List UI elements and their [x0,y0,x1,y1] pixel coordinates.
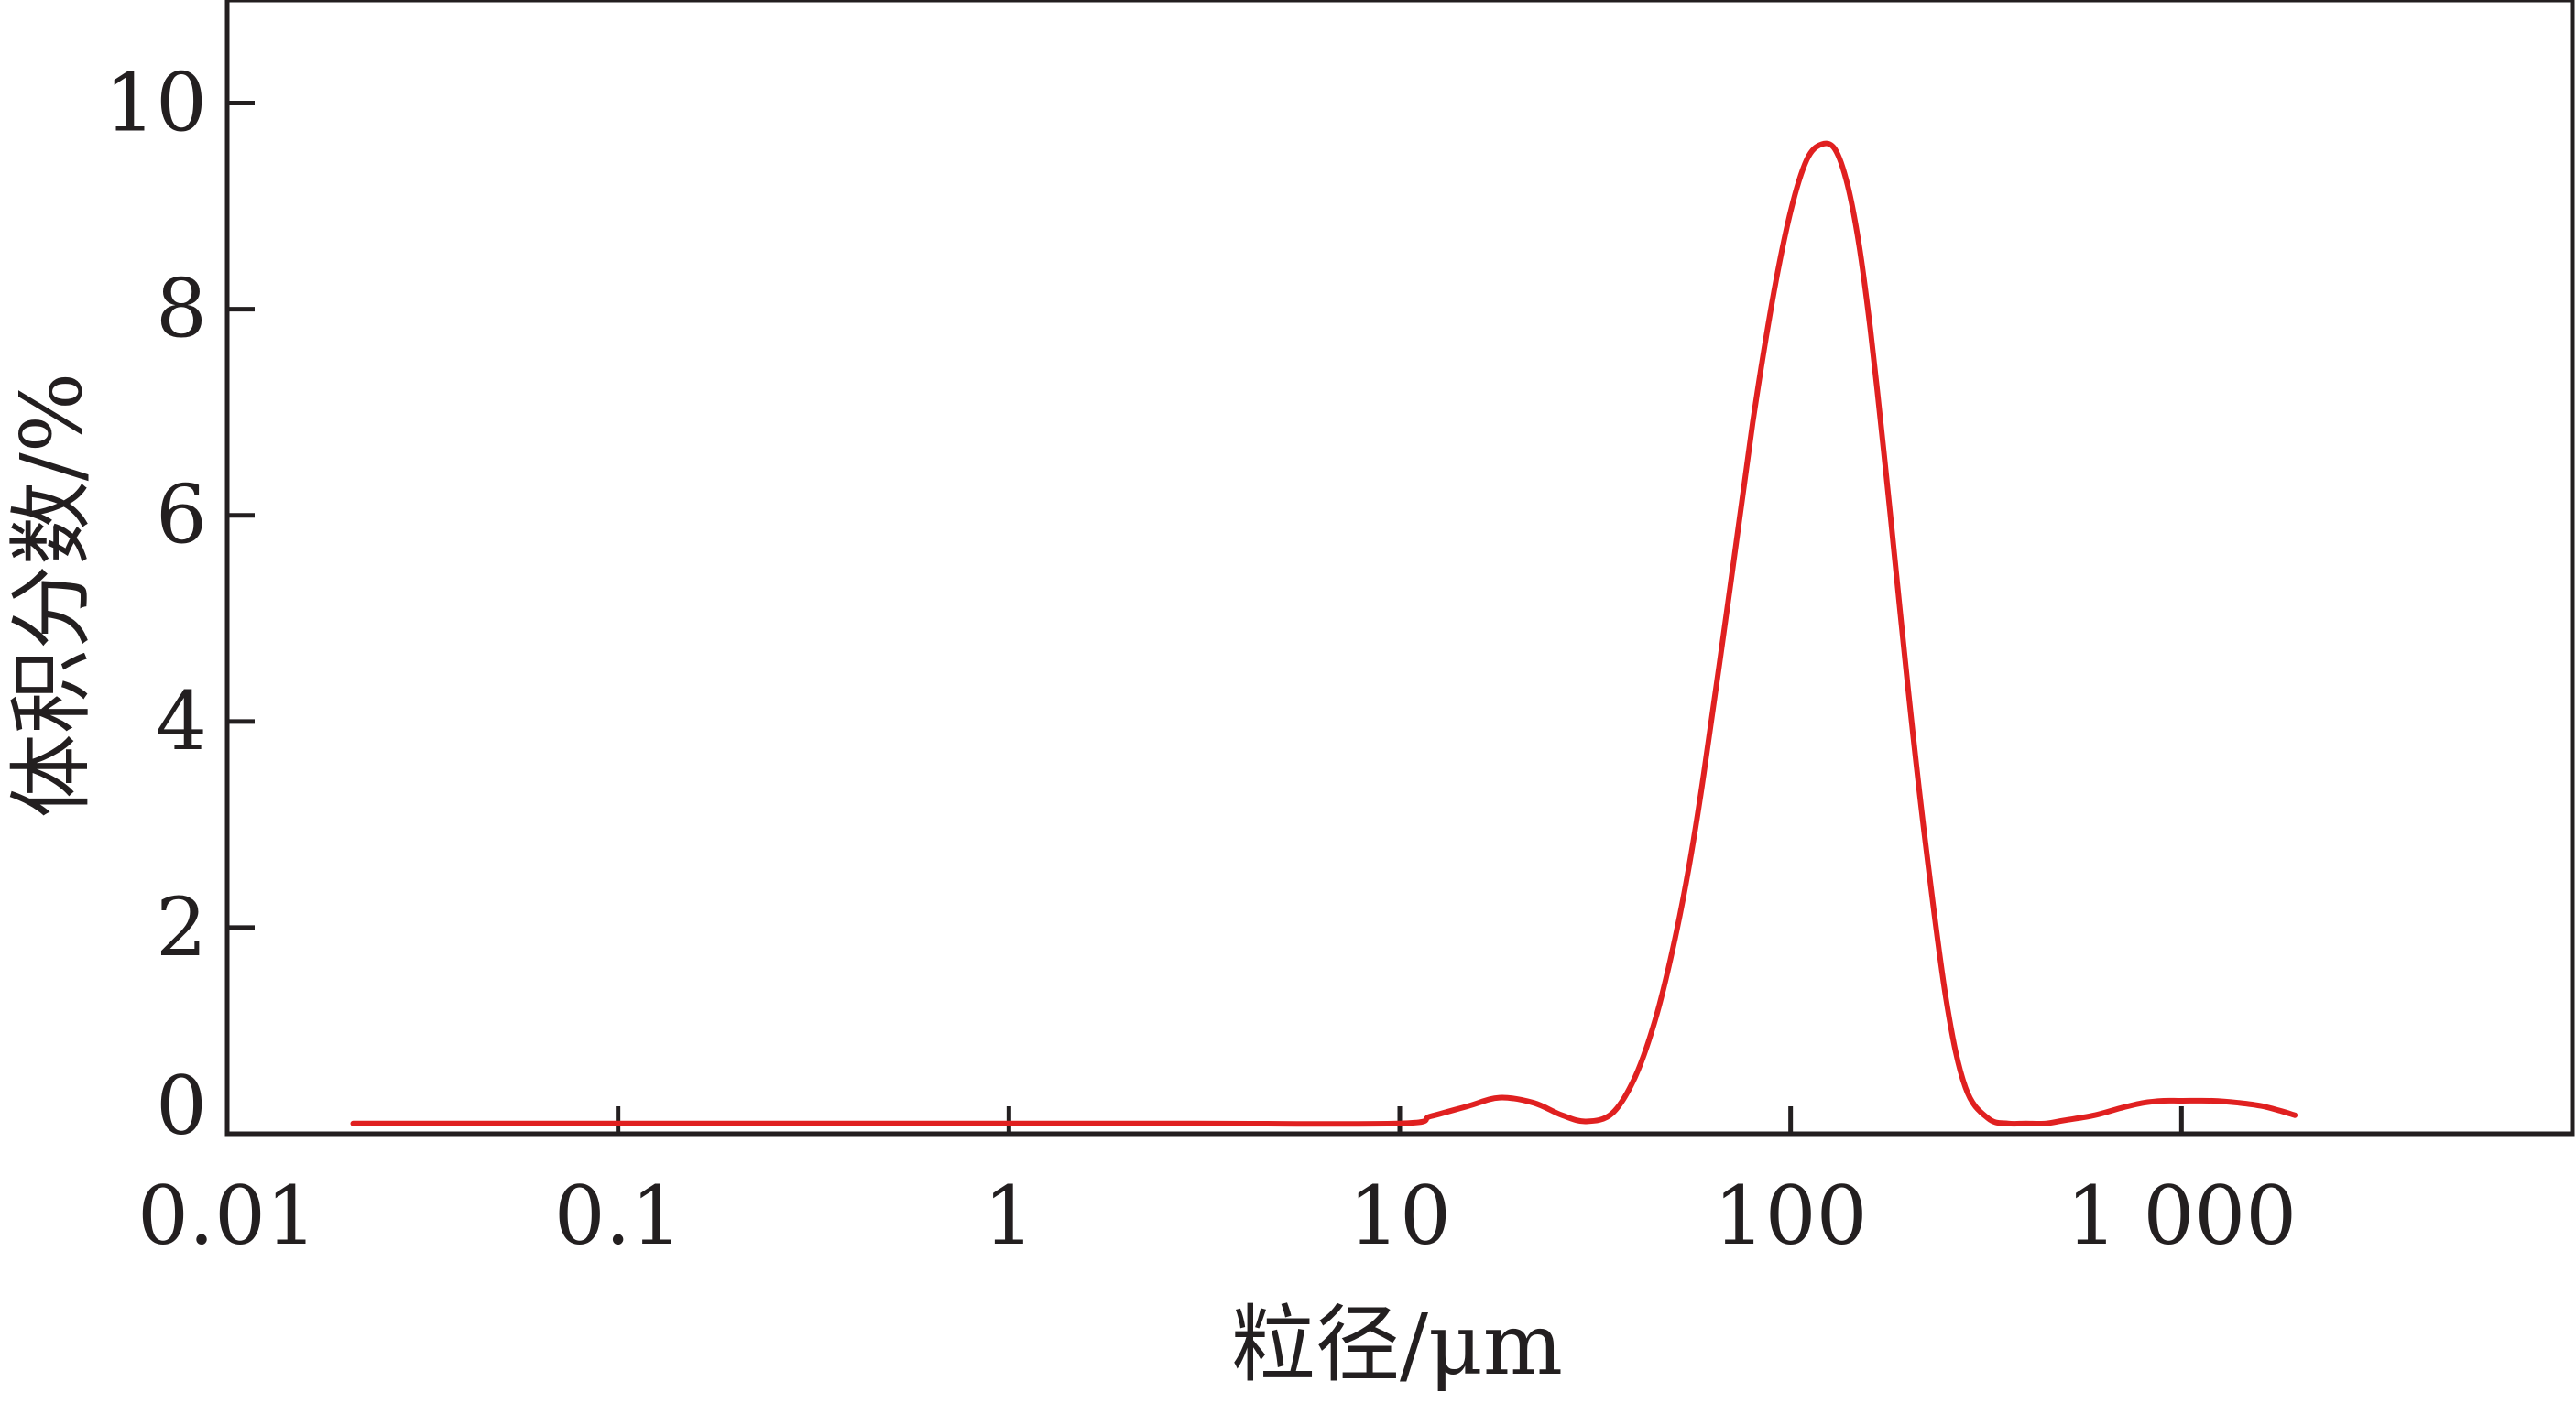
y-tick-label: 4 [156,674,207,768]
x-tick-label: 1 000 [2066,1169,2297,1263]
y-tick-label: 10 [104,56,207,150]
x-tick-label: 1 [983,1169,1034,1263]
y-tick-labels: 0 2 4 6 8 10 [104,56,207,1153]
x-tick-label: 10 [1348,1169,1451,1263]
y-axis-title: 体积分数/% [3,373,101,818]
x-tick-label: 100 [1714,1169,1868,1263]
y-tick-label: 8 [156,262,207,356]
y-tick-label: 0 [156,1059,207,1153]
y-tick-label: 6 [156,468,207,562]
x-axis-title: 粒径/μm [1231,1296,1563,1394]
plot-frame [224,0,2575,1137]
axis-ticks [227,101,2184,1134]
x-tick-label: 0.1 [554,1169,682,1263]
y-tick-label: 2 [156,880,207,974]
volume-fraction-curve [350,140,2298,1127]
x-tick-label: 0.01 [137,1169,317,1263]
x-tick-labels: 0.01 0.1 1 10 100 1 000 [137,1169,2297,1263]
